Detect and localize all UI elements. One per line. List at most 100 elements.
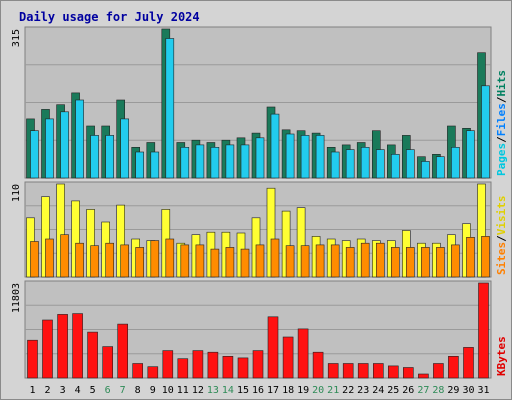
day-label-14: 14 <box>222 385 234 396</box>
bar-kbytes-day-18 <box>282 336 294 379</box>
day-label-20: 20 <box>312 385 324 396</box>
legend-visits: Sites/Visits <box>495 196 508 276</box>
day-label-24: 24 <box>372 385 384 396</box>
bar-sites-day-18 <box>285 245 295 278</box>
legend-item: / <box>495 96 508 103</box>
bar-sites-day-13 <box>210 248 220 278</box>
bar-files-day-22 <box>345 149 355 179</box>
bar-files-day-29 <box>451 147 460 179</box>
bar-sites-day-23 <box>360 242 370 278</box>
bar-kbytes-day-28 <box>433 363 444 379</box>
legend-item: / <box>495 235 508 242</box>
bar-files-day-7 <box>120 118 129 179</box>
legend-item: Sites <box>495 242 508 275</box>
bar-kbytes-day-25 <box>387 365 399 379</box>
y-max-label-kbytes: 11803 <box>11 283 22 313</box>
bar-kbytes-day-4 <box>72 313 83 379</box>
day-label-19: 19 <box>297 385 309 396</box>
bar-kbytes-day-5 <box>87 331 98 379</box>
bar-files-day-20 <box>315 135 325 179</box>
bar-kbytes-day-31 <box>478 282 489 379</box>
day-label-7: 7 <box>120 385 126 396</box>
day-label-2: 2 <box>44 385 50 396</box>
bar-sites-day-3 <box>60 234 69 278</box>
bar-kbytes-day-23 <box>357 363 369 379</box>
bar-kbytes-day-17 <box>267 316 279 379</box>
bar-sites-day-29 <box>451 244 460 278</box>
bar-files-day-31 <box>481 85 490 179</box>
day-label-16: 16 <box>252 385 264 396</box>
bar-kbytes-day-3 <box>57 314 68 379</box>
day-label-17: 17 <box>267 385 279 396</box>
bar-files-day-5 <box>90 135 99 179</box>
day-label-15: 15 <box>237 385 249 396</box>
bar-sites-day-17 <box>270 238 280 278</box>
legend-item: Visits <box>495 196 508 236</box>
bar-sites-day-9 <box>150 240 160 278</box>
bar-files-day-8 <box>135 151 144 179</box>
bar-kbytes-day-1 <box>27 339 38 379</box>
y-max-label-hits: 315 <box>11 29 22 47</box>
bar-sites-day-25 <box>390 247 400 278</box>
bar-sites-day-16 <box>255 244 265 278</box>
day-label-30: 30 <box>462 385 474 396</box>
bar-kbytes-day-12 <box>192 350 204 379</box>
day-label-5: 5 <box>90 385 96 396</box>
bar-kbytes-day-2 <box>42 319 53 379</box>
bar-sites-day-6 <box>105 242 114 278</box>
bar-kbytes-day-6 <box>102 346 113 379</box>
bar-files-day-15 <box>240 144 250 179</box>
bar-files-day-26 <box>405 149 415 179</box>
bar-sites-day-21 <box>330 244 340 278</box>
bar-kbytes-day-14 <box>222 355 234 379</box>
bar-files-day-30 <box>466 130 475 179</box>
legend-item: Files <box>495 103 508 136</box>
bar-sites-day-22 <box>345 247 355 278</box>
bar-sites-day-31 <box>481 236 490 278</box>
panel-visits: 110 Sites/Visits <box>11 181 508 278</box>
day-label-3: 3 <box>60 385 66 396</box>
bar-sites-day-5 <box>90 245 99 278</box>
day-label-1: 1 <box>29 385 35 396</box>
bar-files-day-25 <box>390 154 400 179</box>
bar-sites-day-8 <box>135 247 144 278</box>
day-label-13: 13 <box>207 385 219 396</box>
bar-kbytes-day-20 <box>312 351 324 379</box>
bar-kbytes-day-13 <box>207 351 219 379</box>
bar-files-day-2 <box>45 118 54 179</box>
bar-sites-day-28 <box>436 247 445 278</box>
bar-sites-day-15 <box>240 248 250 278</box>
panel-kbytes: 11803 KBytes <box>11 280 508 379</box>
bar-kbytes-day-8 <box>132 363 143 379</box>
day-label-12: 12 <box>192 385 204 396</box>
bar-sites-day-30 <box>466 237 475 278</box>
bar-files-day-1 <box>30 130 39 179</box>
day-label-8: 8 <box>135 385 141 396</box>
day-label-6: 6 <box>105 385 111 396</box>
legend-item: Pages <box>495 143 508 176</box>
bar-sites-day-24 <box>375 242 385 278</box>
bar-kbytes-day-10 <box>162 350 174 379</box>
day-label-21: 21 <box>327 385 339 396</box>
bar-sites-day-19 <box>300 245 310 278</box>
bar-files-day-13 <box>210 147 220 179</box>
bar-kbytes-day-26 <box>402 367 414 379</box>
bar-files-day-14 <box>225 144 235 179</box>
day-label-29: 29 <box>447 385 459 396</box>
bar-sites-day-10 <box>165 238 175 278</box>
bar-files-day-19 <box>300 135 310 179</box>
day-label-27: 27 <box>417 385 429 396</box>
day-label-28: 28 <box>432 385 444 396</box>
bar-kbytes-day-29 <box>448 355 459 379</box>
legend-kbytes: KBytes <box>495 336 508 376</box>
bar-files-day-18 <box>285 133 295 179</box>
bar-files-day-6 <box>105 135 114 179</box>
legend-item: Hits <box>495 70 508 97</box>
chart-title: Daily usage for July 2024 <box>19 10 200 24</box>
bar-files-day-12 <box>195 144 205 179</box>
bar-files-day-24 <box>375 149 385 179</box>
bar-files-day-4 <box>75 99 84 179</box>
bar-kbytes-day-24 <box>372 363 384 379</box>
